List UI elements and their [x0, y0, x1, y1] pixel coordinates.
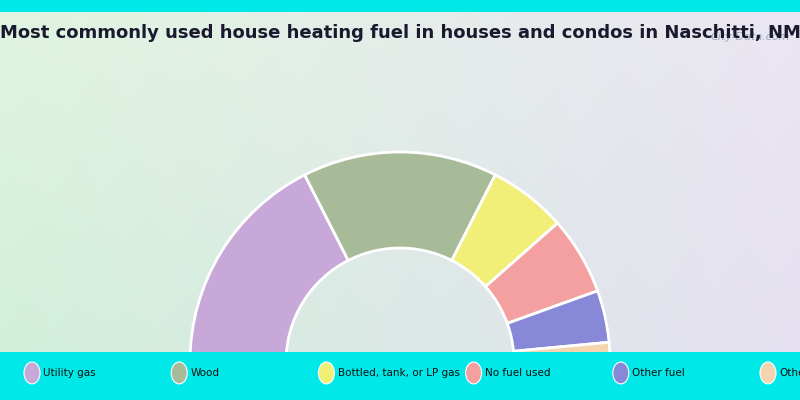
Wedge shape	[486, 223, 598, 323]
Text: City-Data.com: City-Data.com	[710, 32, 790, 42]
Ellipse shape	[760, 362, 776, 384]
Ellipse shape	[318, 362, 334, 384]
Text: No fuel used: No fuel used	[485, 368, 550, 378]
Ellipse shape	[613, 362, 629, 384]
Wedge shape	[514, 342, 610, 362]
Text: Most commonly used house heating fuel in houses and condos in Naschitti, NM: Most commonly used house heating fuel in…	[0, 24, 800, 42]
Ellipse shape	[24, 362, 40, 384]
Text: Utility gas: Utility gas	[43, 368, 96, 378]
Text: Other: Other	[779, 368, 800, 378]
Text: Other fuel: Other fuel	[632, 368, 685, 378]
Ellipse shape	[171, 362, 187, 384]
Text: Bottled, tank, or LP gas: Bottled, tank, or LP gas	[338, 368, 459, 378]
Wedge shape	[305, 152, 495, 260]
Wedge shape	[507, 291, 609, 351]
Text: Wood: Wood	[190, 368, 219, 378]
Ellipse shape	[466, 362, 482, 384]
Wedge shape	[452, 175, 558, 287]
Wedge shape	[190, 175, 348, 362]
